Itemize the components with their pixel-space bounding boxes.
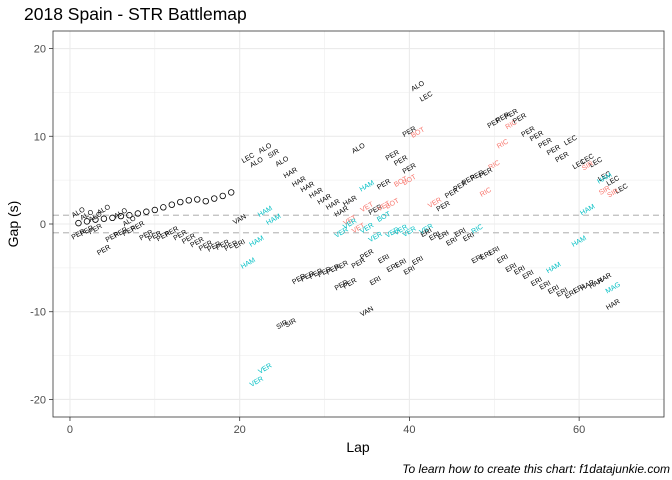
driver-label: ERI bbox=[233, 238, 247, 250]
driver-label: ERI bbox=[454, 227, 468, 239]
gap-point bbox=[75, 219, 82, 227]
driver-label: ERI bbox=[462, 231, 476, 243]
driver-label: SIR bbox=[598, 185, 612, 197]
y-tick-label: 20 bbox=[34, 44, 46, 56]
gap-point bbox=[168, 201, 176, 208]
reference-lines bbox=[53, 214, 664, 234]
driver-label: ERI bbox=[505, 262, 519, 274]
gap-point bbox=[219, 192, 226, 200]
driver-label: ERI bbox=[547, 284, 561, 296]
driver-label: ERI bbox=[513, 265, 527, 277]
x-tick-label: 20 bbox=[234, 424, 246, 436]
driver-label: SIR bbox=[284, 317, 298, 329]
driver-label: ERI bbox=[369, 275, 383, 287]
gap-point bbox=[194, 196, 201, 203]
gap-point bbox=[202, 197, 209, 205]
y-tick-label: -10 bbox=[30, 307, 46, 319]
driver-label: ERI bbox=[573, 283, 587, 295]
y-tick-label: -20 bbox=[30, 394, 46, 406]
driver-label: ERI bbox=[428, 231, 442, 243]
gap-point bbox=[109, 214, 116, 222]
gap-point bbox=[228, 189, 235, 196]
y-axis-label: Gap (s) bbox=[5, 201, 21, 248]
driver-label: ERI bbox=[479, 250, 493, 262]
driver-label: ERI bbox=[522, 269, 536, 281]
driver-label: ERI bbox=[403, 265, 417, 277]
axes: 0 20 40 60 -20 -10 0 10 20 bbox=[30, 44, 585, 436]
gap-point bbox=[177, 198, 184, 206]
gap-point bbox=[160, 204, 167, 211]
gap-point bbox=[185, 197, 192, 204]
driver-label: SIR bbox=[581, 160, 595, 172]
x-tick-label: 60 bbox=[573, 424, 585, 436]
gap-point bbox=[143, 208, 150, 215]
grid-lines bbox=[53, 31, 664, 417]
x-tick-label: 40 bbox=[403, 424, 415, 436]
gap-point bbox=[100, 215, 108, 222]
driver-label: ERI bbox=[471, 253, 485, 265]
driver-label: ERI bbox=[394, 258, 408, 270]
driver-label: ERI bbox=[556, 287, 570, 299]
gap-point bbox=[83, 218, 91, 225]
driver-label: ERI bbox=[411, 255, 425, 267]
gap-point bbox=[92, 216, 99, 223]
driver-label: ERI bbox=[437, 230, 451, 242]
driver-label: SIR bbox=[606, 188, 620, 200]
driver-label: ERI bbox=[564, 289, 578, 301]
x-tick-label: 0 bbox=[67, 424, 73, 436]
gap-point bbox=[151, 206, 159, 214]
y-tick-label: 0 bbox=[40, 219, 46, 231]
y-tick-label: 10 bbox=[34, 131, 46, 143]
chart-caption: To learn how to create this chart: f1dat… bbox=[402, 462, 670, 476]
driver-label: ERI bbox=[488, 246, 502, 258]
driver-label: SIR bbox=[267, 148, 281, 160]
chart-title: 2018 Spain - STR Battlemap bbox=[24, 4, 247, 24]
driver-label: ERI bbox=[530, 276, 544, 288]
driver-label: ERI bbox=[539, 280, 553, 292]
gap-point bbox=[126, 212, 133, 219]
driver-label: ERI bbox=[445, 236, 459, 248]
driver-label: ERI bbox=[420, 227, 434, 239]
driver-label: ERI bbox=[386, 262, 400, 274]
driver-label: SIR bbox=[275, 319, 289, 331]
x-axis-label: Lap bbox=[346, 439, 370, 455]
gap-point bbox=[211, 195, 218, 202]
driver-label: ERI bbox=[496, 253, 510, 265]
driver-label: ERI bbox=[377, 253, 391, 265]
gap-point bbox=[134, 210, 142, 217]
gap-point bbox=[117, 212, 125, 220]
